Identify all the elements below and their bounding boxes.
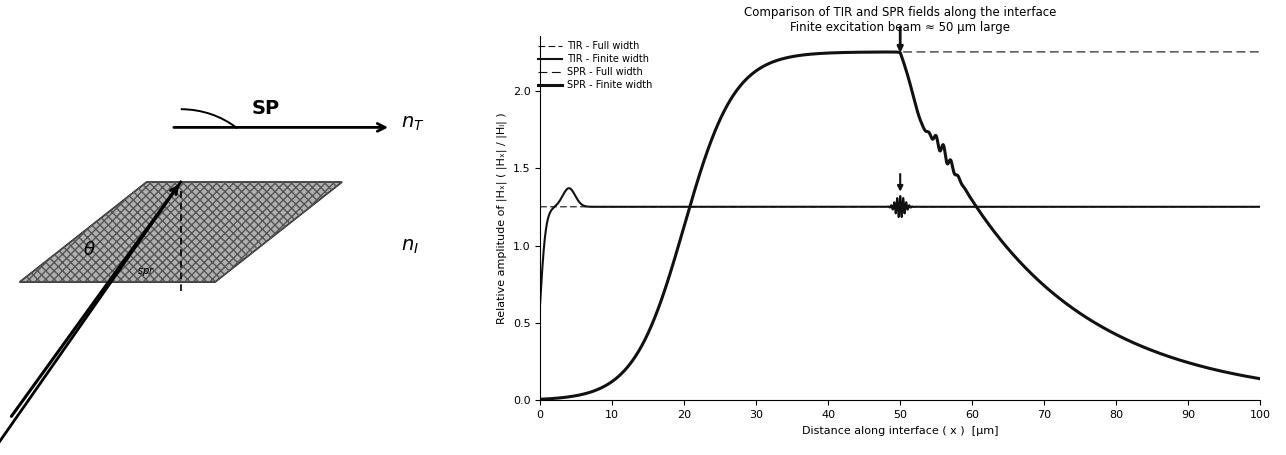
SPR - Full width (1124, 49, 1139, 55)
TIR - Full width (1001, 204, 1016, 209)
TIR - Finite width (1125, 204, 1141, 209)
Line: SPR - Finite width: SPR - Finite width (540, 52, 1260, 399)
SPR - Full width (1070, 49, 1085, 55)
SPR - Finite width (1125, 339, 1141, 345)
TIR - Finite width (1253, 204, 1268, 209)
Text: $n_I$: $n_I$ (401, 237, 419, 256)
SPR - Finite width (808, 51, 823, 56)
SPR - Full width (664, 268, 679, 273)
SPR - Full width (1253, 49, 1268, 55)
Polygon shape (19, 182, 342, 282)
TIR - Full width (664, 204, 679, 209)
SPR - Finite width (1001, 247, 1016, 252)
Title: Comparison of TIR and SPR fields along the interface
Finite excitation beam ≈ 50: Comparison of TIR and SPR fields along t… (745, 6, 1056, 34)
Text: $n_T$: $n_T$ (401, 114, 424, 133)
SPR - Finite width (532, 396, 548, 402)
TIR - Full width (808, 204, 823, 209)
TIR - Full width (964, 204, 980, 209)
SPR - Finite width (664, 268, 679, 273)
TIR - Full width (1124, 204, 1139, 209)
SPR - Full width (808, 51, 823, 56)
Y-axis label: Relative amplitude of |Hₓ| ( |Hₓ| / |Hₗ| ): Relative amplitude of |Hₓ| ( |Hₓ| / |Hₗ|… (496, 112, 507, 324)
TIR - Full width (1070, 204, 1085, 209)
Line: TIR - Finite width: TIR - Finite width (540, 188, 1260, 303)
Text: SP: SP (252, 99, 280, 118)
X-axis label: Distance along interface ( x )  [μm]: Distance along interface ( x ) [μm] (802, 426, 998, 436)
TIR - Full width (532, 204, 548, 209)
TIR - Finite width (808, 204, 823, 209)
SPR - Full width (1001, 49, 1016, 55)
TIR - Finite width (1070, 204, 1085, 209)
TIR - Finite width (664, 204, 679, 209)
SPR - Finite width (1253, 376, 1268, 381)
TIR - Finite width (964, 204, 980, 209)
SPR - Finite width (882, 49, 898, 55)
Legend: TIR - Full width, TIR - Finite width, SPR - Full width, SPR - Finite width: TIR - Full width, TIR - Finite width, SP… (538, 41, 652, 90)
SPR - Full width (532, 396, 548, 402)
TIR - Finite width (1001, 204, 1016, 209)
Text: $\theta$: $\theta$ (84, 241, 95, 259)
SPR - Full width (964, 49, 980, 55)
SPR - Finite width (964, 197, 980, 203)
TIR - Finite width (532, 301, 548, 306)
Text: $_{spr}$: $_{spr}$ (136, 265, 154, 279)
Line: SPR - Full width: SPR - Full width (540, 52, 1260, 399)
TIR - Finite width (561, 186, 576, 191)
SPR - Finite width (1070, 309, 1085, 314)
TIR - Full width (1253, 204, 1268, 209)
